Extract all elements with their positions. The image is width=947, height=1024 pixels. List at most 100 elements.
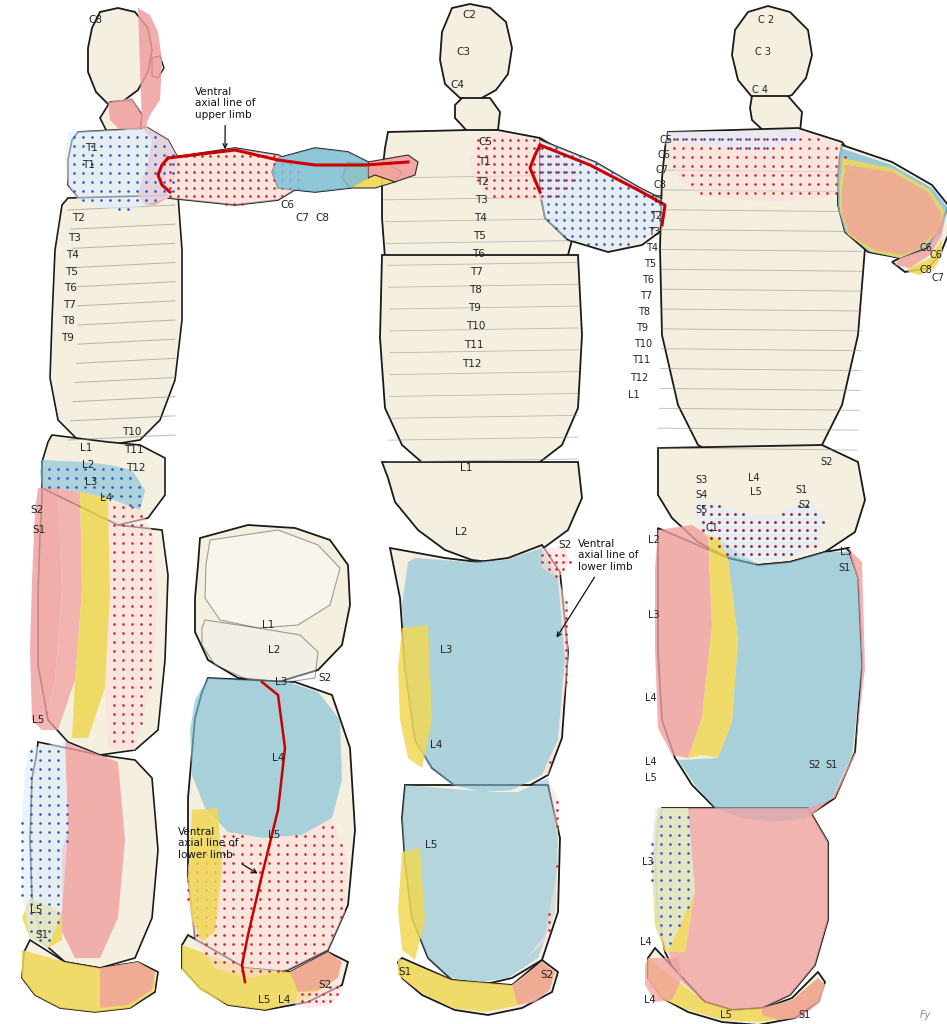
Point (124, 525, 139, 542)
Point (557, 147, 572, 164)
Point (494, 140, 509, 157)
Point (14, 860, 29, 877)
Point (564, 164, 580, 180)
Point (199, 846, 214, 862)
Polygon shape (455, 98, 500, 132)
Point (557, 196, 572, 212)
Point (703, 148, 718, 165)
Point (487, 156, 502, 172)
Text: L1: L1 (460, 463, 473, 473)
Point (720, 514, 735, 530)
Point (653, 890, 669, 906)
Point (142, 634, 157, 650)
Point (604, 204, 619, 220)
Text: C8: C8 (654, 180, 667, 190)
Point (24, 806, 39, 822)
Point (120, 165, 135, 181)
Point (564, 220, 580, 237)
Text: T12: T12 (462, 359, 481, 369)
Polygon shape (22, 742, 68, 948)
Point (282, 156, 297, 172)
Point (675, 131, 690, 147)
Point (315, 827, 331, 844)
Point (494, 156, 509, 172)
Point (50, 770, 65, 786)
Point (629, 180, 644, 197)
Point (613, 187, 628, 204)
Point (307, 918, 322, 934)
Point (767, 522, 782, 539)
Point (783, 514, 798, 530)
Point (685, 131, 700, 147)
Polygon shape (182, 935, 348, 1010)
Point (42, 913, 57, 930)
Point (548, 567, 563, 584)
Point (660, 131, 675, 147)
Point (783, 538, 798, 554)
Point (297, 936, 313, 952)
Point (275, 164, 290, 180)
Point (170, 164, 186, 180)
Point (604, 196, 619, 212)
Point (819, 167, 834, 183)
Point (106, 499, 121, 515)
Point (727, 538, 742, 554)
Point (243, 882, 259, 898)
Point (792, 529, 807, 546)
Point (94, 146, 109, 163)
Point (14, 887, 29, 903)
Point (743, 522, 759, 539)
Point (271, 900, 286, 916)
Point (207, 882, 223, 898)
Point (759, 514, 775, 530)
Point (783, 131, 798, 147)
Point (253, 945, 268, 962)
Point (671, 863, 687, 880)
Text: T4: T4 (474, 213, 487, 223)
Point (76, 156, 91, 172)
Point (116, 696, 131, 713)
Point (736, 529, 751, 546)
Point (106, 724, 121, 740)
Point (242, 180, 258, 197)
Point (775, 140, 790, 157)
Point (767, 538, 782, 554)
Point (134, 607, 149, 624)
Point (50, 851, 65, 867)
Point (559, 650, 574, 667)
Point (116, 652, 131, 669)
Point (124, 688, 139, 705)
Point (711, 148, 726, 165)
Point (478, 140, 493, 157)
Point (808, 538, 823, 554)
Point (819, 158, 834, 174)
Point (829, 184, 844, 201)
Point (307, 864, 322, 881)
Point (66, 156, 81, 172)
Point (751, 522, 766, 539)
Point (116, 544, 131, 560)
Point (685, 158, 700, 174)
Point (727, 529, 742, 546)
Point (325, 864, 340, 881)
Point (86, 479, 101, 496)
Point (14, 868, 29, 885)
Point (548, 196, 563, 212)
Text: T8: T8 (638, 307, 650, 317)
Point (102, 156, 117, 172)
Point (597, 220, 612, 237)
Polygon shape (62, 742, 125, 958)
Point (548, 220, 563, 237)
Point (112, 129, 127, 145)
Point (704, 506, 719, 522)
Point (112, 174, 127, 190)
Polygon shape (290, 952, 342, 992)
Point (32, 851, 47, 867)
Point (325, 882, 340, 898)
Point (32, 823, 47, 840)
Point (739, 184, 754, 201)
Point (124, 570, 139, 587)
Point (116, 634, 131, 650)
Point (266, 147, 281, 164)
Point (261, 953, 277, 970)
